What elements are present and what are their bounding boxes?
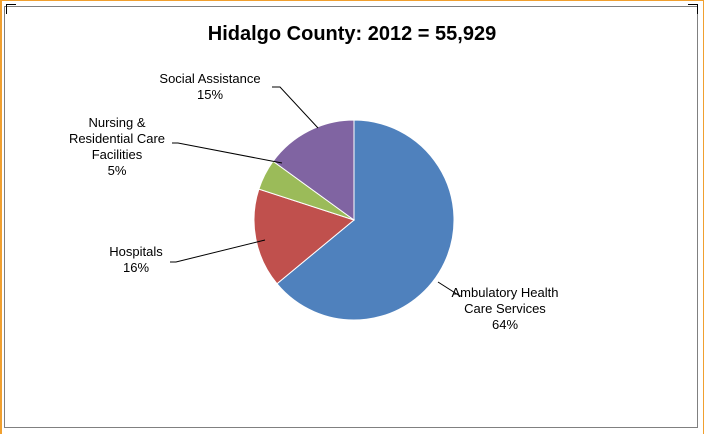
pie-slice-social-assistance	[272, 119, 355, 221]
pie-slice-ambulatory-health-care-services	[276, 119, 455, 321]
data-label-ambulatory-health-care-services: Ambulatory Health Care Services 64%	[452, 285, 559, 332]
pie-slice-hospitals	[253, 188, 356, 285]
leader-line-ambulatory-health-care-services	[437, 281, 462, 297]
cell-corner-mark	[6, 4, 16, 14]
chart-area	[4, 6, 698, 428]
data-label-social-assistance: Social Assistance 15%	[159, 71, 260, 102]
cell-corner-mark-right	[688, 4, 698, 14]
leader-line-social-assistance	[272, 86, 319, 129]
data-label-nursing-residential-care-facilities: Nursing & Residential Care Facilities 5%	[69, 115, 165, 178]
leader-line-nursing-residential-care-facilities	[172, 142, 283, 164]
data-label-hospitals: Hospitals 16%	[109, 244, 163, 275]
leader-line-hospitals	[170, 239, 266, 263]
chart-title: Hidalgo County: 2012 = 55,929	[207, 23, 497, 45]
